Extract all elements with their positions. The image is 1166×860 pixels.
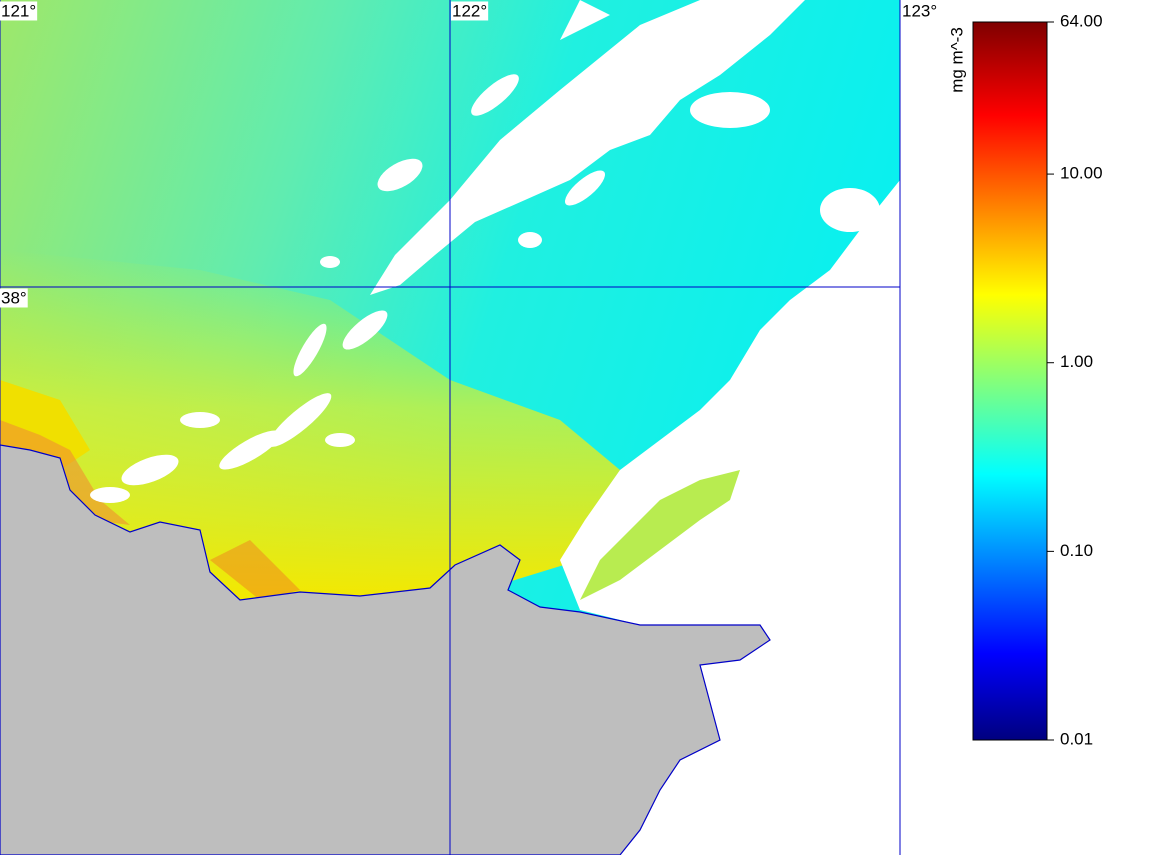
colorbar-tick-label: 10.00 (1060, 164, 1103, 183)
label-background (0, 288, 28, 308)
label-background (0, 1, 38, 21)
colorbar-tick-label: 1.00 (1060, 352, 1093, 371)
colorbar-tick-label: 0.01 (1060, 729, 1093, 748)
colorbar (972, 21, 1048, 741)
colorbar-label: mg m^-3 (947, 27, 966, 93)
coordinate-label: 122° (452, 1, 487, 20)
coordinate-label: 121° (1, 1, 36, 20)
colorbar-tick-label: 64.00 (1060, 11, 1103, 30)
colorbar-tick-label: 0.10 (1060, 541, 1093, 560)
coordinate-label: 123° (902, 1, 937, 20)
coordinate-label: 38° (1, 288, 27, 307)
label-background (901, 1, 939, 21)
label-background (451, 1, 489, 21)
